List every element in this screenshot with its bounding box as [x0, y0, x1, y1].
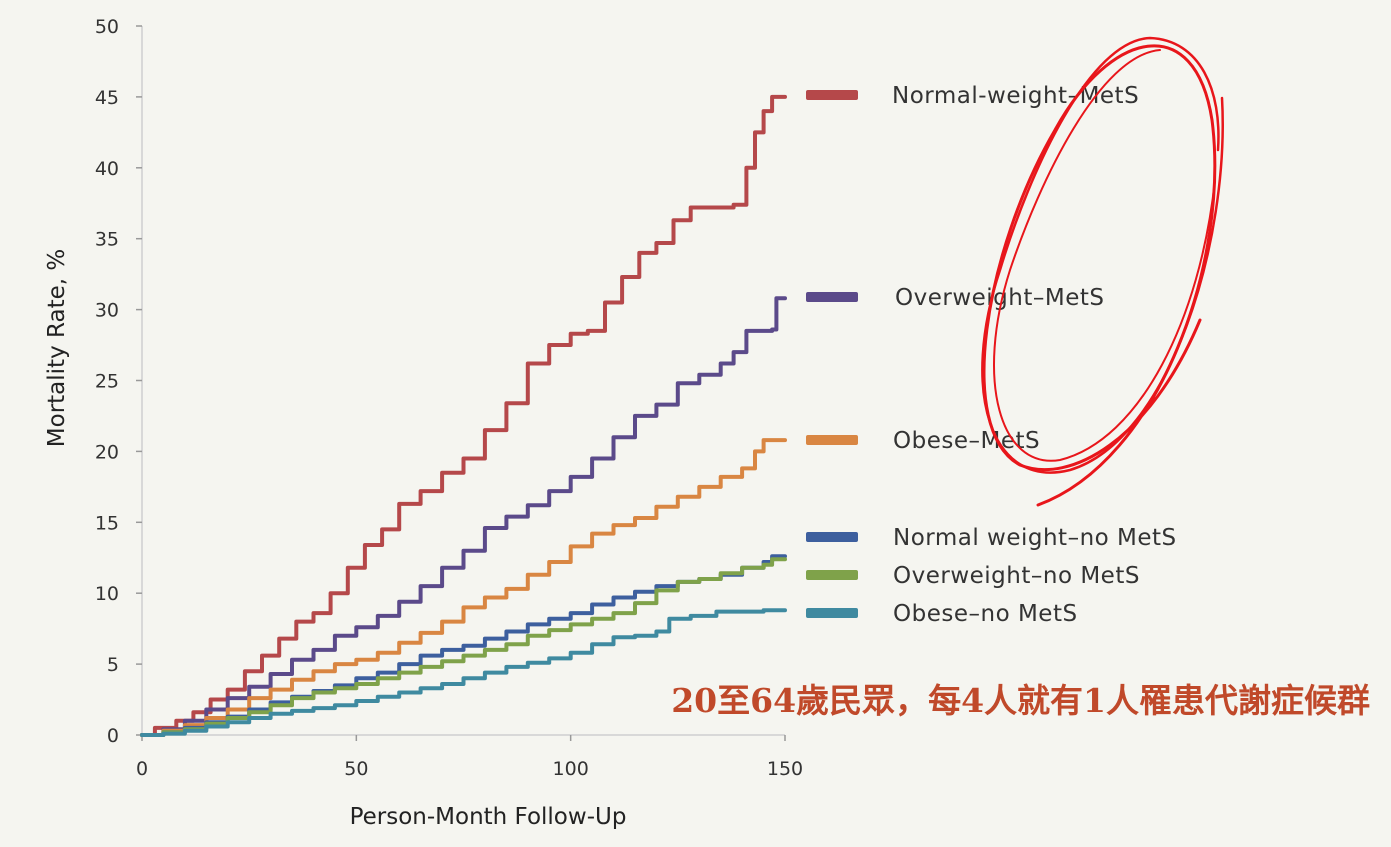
y-tick-label: 40 — [95, 158, 119, 180]
legend-swatch — [806, 532, 858, 542]
y-tick-label: 10 — [95, 583, 119, 605]
y-tick-label: 20 — [95, 441, 119, 463]
x-tick-label: 150 — [767, 758, 803, 780]
series-line — [140, 557, 787, 737]
x-tick-label: 100 — [553, 758, 589, 780]
y-tick-label: 15 — [95, 512, 119, 534]
y-tick-label: 0 — [107, 725, 119, 747]
legend-swatch — [806, 292, 858, 302]
legend-swatch — [806, 570, 858, 580]
legend-swatch — [806, 90, 858, 100]
series-line — [140, 438, 787, 737]
legend-label: Obese–MetS — [893, 428, 1040, 454]
x-tick-label: 50 — [344, 758, 368, 780]
y-axis: 0 5 10 15 20 25 30 35 40 45 50 — [95, 16, 143, 747]
legend-label: Normal weight–no MetS — [893, 525, 1177, 551]
y-tick-label: 30 — [95, 300, 119, 322]
series-line — [140, 608, 787, 737]
legend-label: Overweight–no MetS — [893, 563, 1140, 589]
legend: Normal-weight–MetSOverweight–MetSObese–M… — [806, 83, 1177, 627]
y-tick-label: 25 — [95, 371, 119, 393]
red-circle-highlight — [981, 36, 1224, 507]
highlight-loop-3 — [993, 49, 1216, 462]
y-tick-label: 35 — [95, 229, 119, 251]
legend-swatch — [806, 608, 858, 618]
legend-label: Normal-weight–MetS — [892, 83, 1139, 109]
legend-swatch — [806, 435, 858, 445]
highlight-loop-2 — [981, 36, 1224, 474]
y-tick-label: 5 — [107, 654, 119, 676]
x-tick-label: 0 — [136, 758, 148, 780]
caption-text: 20至64歲民眾，每4人就有1人罹患代謝症候群 — [671, 681, 1370, 720]
y-tick-label: 50 — [95, 16, 119, 38]
series-line — [140, 94, 787, 737]
x-axis: 0 50 100 150 — [136, 734, 803, 780]
series-lines — [140, 94, 787, 737]
x-axis-title: Person-Month Follow-Up — [350, 804, 627, 830]
series-line — [140, 296, 787, 737]
y-tick-label: 45 — [95, 87, 119, 109]
legend-label: Obese–no MetS — [893, 601, 1078, 627]
y-axis-title: Mortality Rate, % — [44, 249, 70, 447]
